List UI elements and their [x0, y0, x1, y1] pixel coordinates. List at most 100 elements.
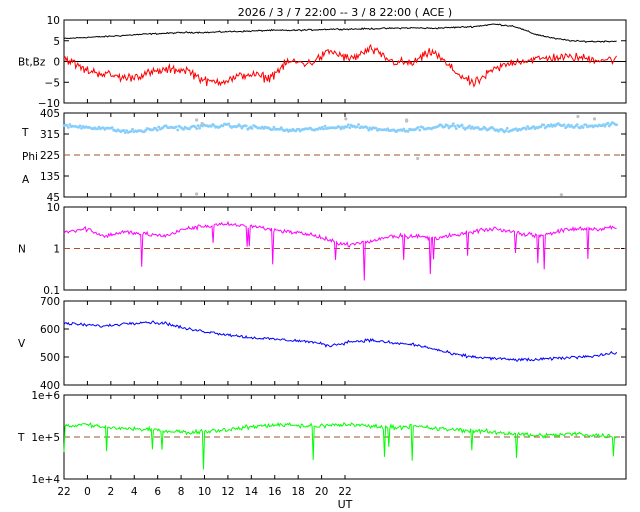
y-tick-label: 600 [40, 324, 60, 336]
x-tick-label: 16 [268, 486, 282, 498]
y-tick-label: 5 [53, 36, 60, 48]
x-tick-label: 14 [245, 486, 259, 498]
theta-point [250, 126, 254, 130]
theta-point [402, 127, 406, 131]
series-speed [63, 320, 618, 362]
x-tick-label: 2 [107, 486, 114, 498]
theta-point [176, 128, 180, 132]
theta-point [606, 121, 610, 125]
theta-point [514, 127, 518, 131]
theta-point [174, 125, 178, 129]
y-tick-label: 10 [47, 15, 60, 27]
theta-point [603, 124, 607, 128]
theta-point [209, 124, 213, 128]
theta-point [346, 123, 350, 127]
theta-point [386, 127, 390, 131]
theta-point [195, 127, 199, 130]
x-tick-label: 4 [131, 486, 138, 498]
theta-point [446, 124, 449, 127]
y-axis-label: V [18, 338, 26, 350]
theta-point [68, 123, 72, 126]
theta-point [584, 123, 588, 127]
y-tick-label: 700 [40, 296, 60, 308]
panel-speed: 700 600 500 400 V [18, 296, 627, 392]
y-axis-label: N [18, 244, 26, 256]
theta-point [575, 123, 579, 126]
y-tick-label: 315 [40, 129, 60, 141]
theta-point [524, 127, 528, 131]
theta-point [198, 126, 202, 130]
theta-point [345, 125, 349, 129]
theta-point [110, 126, 114, 129]
phi-point [195, 192, 199, 196]
y-tick-label: 0 [53, 57, 60, 69]
x-axis-label: UT [338, 498, 353, 511]
series-bz [63, 43, 618, 88]
theta-point [357, 123, 360, 126]
theta-point [443, 125, 446, 129]
series-bt [63, 23, 617, 43]
y-tick-label: 1 [53, 244, 60, 256]
theta-point [123, 131, 127, 135]
phi-point [416, 156, 420, 161]
theta-point [532, 125, 535, 128]
theta-point [348, 126, 352, 130]
theta-point [453, 124, 457, 128]
theta-point [542, 123, 546, 127]
chart-title: 2026 / 3 / 7 22:00 -- 3 / 8 22:00 ( ACE … [238, 6, 452, 19]
y-tick-label: 135 [40, 171, 60, 183]
x-tick-label: 20 [315, 486, 328, 498]
theta-point [467, 124, 471, 128]
theta-point [504, 129, 508, 133]
y-tick-label: 1e+6 [31, 390, 60, 402]
theta-point [367, 128, 371, 132]
y-tick-label: 1e+5 [31, 432, 60, 444]
theta-point [615, 123, 619, 127]
theta-point [539, 125, 543, 129]
y-tick-label: 1e+4 [31, 474, 60, 486]
theta-point [240, 126, 244, 130]
panel-magnetic-field: 10 5 0 −5 −10 Bt,Bz [18, 15, 627, 110]
chart-panels: 10 5 0 −5 −10 Bt,Bz 405 315 225 135 45 T Phi A 10 1 0.1 N… [17, 15, 627, 498]
theta-point [279, 126, 283, 130]
theta-point [406, 129, 410, 133]
y-axis-label: T [17, 432, 25, 444]
y-axis-label: Bt,Bz [18, 57, 46, 69]
y-tick-label: 405 [40, 108, 60, 120]
y-axis-label: T [21, 127, 29, 139]
y-tick-label: 400 [40, 380, 60, 392]
x-tick-label: 18 [291, 486, 304, 498]
y-axis-label: A [22, 174, 30, 186]
theta-point [505, 126, 509, 130]
theta-point [418, 128, 422, 132]
theta-point [322, 127, 325, 131]
theta-point [451, 122, 455, 126]
theta-point [562, 123, 566, 127]
phi-point [576, 114, 580, 119]
theta-point [374, 126, 378, 130]
theta-point [65, 124, 69, 127]
y-tick-label: 0.1 [43, 285, 60, 297]
theta-point [131, 127, 134, 131]
theta-point [526, 125, 530, 128]
x-tick-label: 0 [84, 486, 91, 498]
y-tick-label: 10 [47, 202, 60, 214]
theta-point [212, 124, 216, 127]
theta-point [581, 126, 585, 129]
panel-density: 10 1 0.1 N [18, 202, 627, 297]
phi-point [200, 121, 204, 126]
phi-point [592, 117, 597, 121]
series-density [63, 220, 617, 281]
theta-point [182, 127, 185, 131]
theta-point [66, 126, 70, 129]
theta-point [196, 124, 200, 128]
phi-point [344, 117, 348, 121]
x-tick-label: 22 [338, 486, 351, 498]
phi-point [405, 119, 409, 123]
theta-point [365, 126, 369, 130]
x-tick-label: 8 [178, 486, 185, 498]
theta-point [339, 127, 343, 131]
theta-point [155, 128, 159, 132]
theta-point [122, 129, 126, 132]
